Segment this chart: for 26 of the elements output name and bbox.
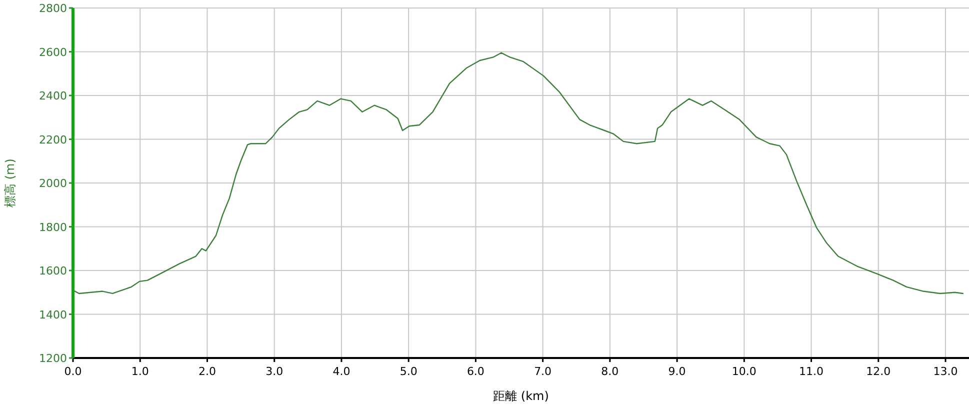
x-axis-title: 距離 (km) (493, 389, 549, 403)
line-series (72, 52, 964, 294)
y-axis-title: 標高 (m) (3, 158, 17, 208)
x-tick-label: 11.0 (799, 365, 824, 378)
x-tick-label: 8.0 (601, 365, 619, 378)
x-tick-label: 7.0 (534, 365, 552, 378)
x-tick-label: 12.0 (866, 365, 891, 378)
y-tick-label: 1800 (39, 220, 67, 234)
x-tick-label: 9.0 (668, 365, 686, 378)
x-tick-label: 2.0 (198, 365, 216, 378)
x-tick-label: 0.0 (64, 365, 82, 378)
y-tick-label: 2400 (39, 90, 67, 102)
x-tick-label: 13.0 (933, 365, 958, 378)
y-tick-label: 2600 (39, 46, 67, 59)
y-tick-label: 1200 (39, 352, 67, 365)
x-tick-label: 3.0 (266, 365, 284, 378)
y-tick-label: 1600 (39, 264, 67, 278)
x-tick-label: 6.0 (466, 365, 484, 378)
y-tick-label: 1400 (39, 308, 67, 322)
x-tick-label: 1.0 (131, 365, 149, 378)
x-tick-label: 5.0 (400, 365, 418, 378)
y-tick-label: 2000 (39, 177, 67, 190)
y-tick-label: 2200 (39, 133, 67, 146)
y-tick-label: 2800 (39, 2, 67, 15)
x-tick-label: 10.0 (732, 365, 756, 378)
x-tick-label: 4.0 (332, 365, 350, 378)
